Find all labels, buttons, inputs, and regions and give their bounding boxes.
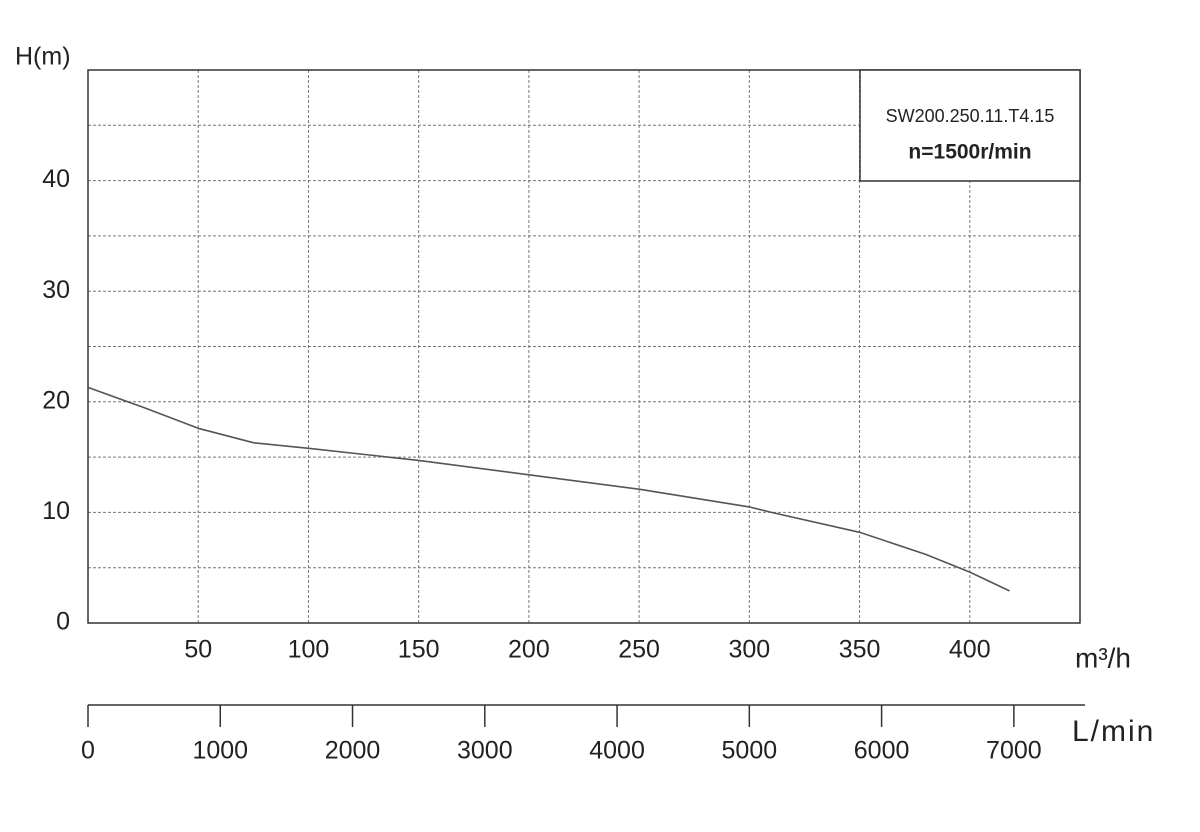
x-axis-label: m³/h: [1075, 642, 1131, 673]
y-tick-label: 30: [42, 276, 70, 304]
y-tick-label: 10: [42, 497, 70, 525]
annotation-model: SW200.250.11.T4.15: [886, 106, 1055, 126]
x-tick-label: 150: [398, 636, 440, 664]
x2-tick-label: 3000: [457, 737, 513, 765]
y-tick-label: 20: [42, 386, 70, 414]
x2-tick-label: 7000: [986, 737, 1042, 765]
x-tick-label: 350: [839, 636, 881, 664]
x2-axis-label: L/min: [1072, 715, 1155, 748]
y-tick-label: 0: [56, 608, 70, 636]
annotation-speed: n=1500r/min: [908, 141, 1031, 164]
x-tick-label: 200: [508, 636, 550, 664]
x2-tick-label: 6000: [854, 737, 910, 765]
x-tick-label: 300: [728, 636, 770, 664]
y-axis-label: H(m): [15, 43, 71, 71]
x2-tick-label: 2000: [325, 737, 381, 765]
curve: [87, 386, 1010, 592]
x2-tick-label: 4000: [589, 737, 645, 765]
annotation-box: [859, 69, 1081, 182]
plot-frame: [87, 69, 1081, 624]
x-tick-label: 400: [949, 636, 991, 664]
x2-tick-label: 5000: [722, 737, 778, 765]
y-tick-label: 40: [42, 165, 70, 193]
x2-tick-label: 0: [81, 737, 95, 765]
x-tick-label: 50: [184, 636, 212, 664]
x-tick-label: 250: [618, 636, 660, 664]
x2-tick-label: 1000: [192, 737, 248, 765]
x-tick-label: 100: [288, 636, 330, 664]
